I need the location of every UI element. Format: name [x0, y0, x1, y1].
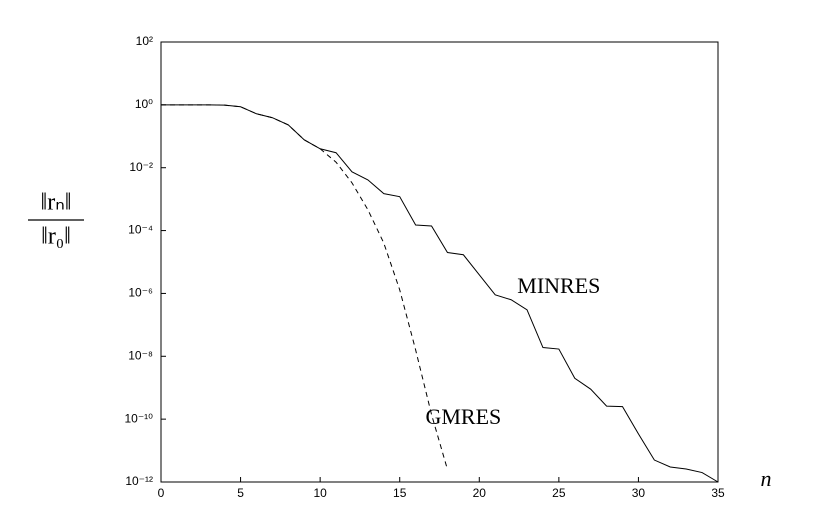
- y-tick-label: 10⁻²: [129, 160, 153, 174]
- annotation: GMRES: [425, 404, 501, 429]
- x-label: n: [761, 466, 772, 491]
- y-tick-label: 10⁻¹⁰: [125, 411, 154, 425]
- annotation: MINRES: [517, 273, 600, 298]
- y-tick-label: 10⁻⁶: [128, 286, 153, 300]
- x-tick-label: 10: [313, 486, 327, 500]
- y-tick-label: 10⁻⁸: [128, 348, 153, 362]
- y-tick-label: 10⁻⁴: [128, 223, 153, 237]
- y-tick-label: 10²: [136, 34, 153, 48]
- plot-frame: [160, 41, 719, 483]
- x-tick-label: 35: [711, 486, 725, 500]
- x-tick-label: 15: [393, 486, 407, 500]
- y-tick-label: 10⁻¹²: [125, 474, 153, 488]
- x-tick-label: 0: [158, 486, 165, 500]
- x-tick-label: 5: [237, 486, 244, 500]
- y-label-numerator: ‖rₙ‖: [40, 190, 71, 216]
- x-tick-label: 30: [632, 486, 646, 500]
- y-tick-label: 10⁰: [135, 97, 153, 111]
- y-label-denominator: ‖r₀‖: [41, 224, 71, 250]
- series-line: [161, 104, 448, 470]
- x-tick-label: 20: [473, 486, 487, 500]
- x-tick-label: 25: [552, 486, 566, 500]
